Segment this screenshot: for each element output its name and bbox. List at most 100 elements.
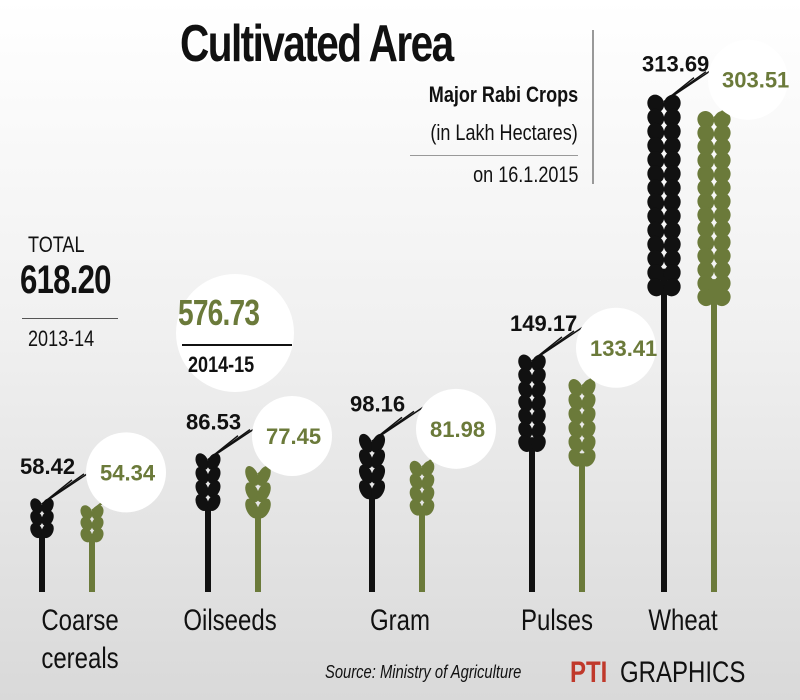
bar-wheat-2013-14 [647,65,719,592]
bar-grain [256,482,271,503]
bar-grain [663,250,681,269]
bar-grain [409,460,423,477]
bar-grain [518,435,533,452]
value-label-2013-14: 313.69 [642,52,709,77]
total-2013-14-value: 618.20 [20,258,112,302]
bar-grain [245,498,260,519]
bar-stem [39,530,45,592]
bar-grain [663,207,681,226]
bar-grain [358,433,373,453]
wheat-stalks-layer [30,65,769,592]
bar-grain [195,480,209,498]
category-label-coarse-cereals: Coarse cereals [32,602,128,678]
bar-gram-2013-14 [358,404,427,592]
value-label-2014-15: 81.98 [430,417,485,442]
bar-grain [245,482,260,503]
value-label-2013-14: 149.17 [510,311,577,336]
bar-stem [711,279,717,592]
bar-grain [697,124,715,143]
bar-grain [663,235,681,254]
bar-grain [409,473,423,490]
bar-grain [663,193,681,212]
bar-grain [80,505,93,520]
bar-grain [581,393,596,411]
bar-grain [697,274,715,293]
value-label-2014-15: 77.45 [266,424,321,449]
bar-grain [647,108,665,127]
bar-stem [419,506,425,592]
bar-grain [647,278,665,297]
bar-grain [663,108,681,127]
bar-stem [369,489,375,592]
graphics-logo: GRAPHICS [620,656,746,689]
value-label-2013-14: 86.53 [186,410,241,435]
category-line: Coarse [41,604,119,637]
value-label-2014-15: 303.51 [722,68,789,93]
category-label-wheat: Wheat [648,604,718,637]
year-2013-14-label: 2013-14 [28,326,95,351]
bar-grain [371,449,386,469]
bar-grain [245,466,260,486]
bar-stem [661,268,667,592]
category-label-gram: Gram [370,604,430,637]
bar-grain [713,124,731,143]
bar-grain [91,528,104,543]
bar-grain [697,261,715,279]
bar-grain [647,122,665,141]
unit-label: (in Lakh Hectares) [430,120,578,145]
bar-grain [256,466,271,486]
bar-grain [647,250,665,269]
bar-coarse-cereals-2013-14 [30,467,97,592]
bar-stem [89,534,95,592]
bar-grain [713,206,731,225]
source-note: Source: Ministry of Agriculture [325,662,522,682]
total-2014-15-circle [176,274,294,392]
bar-grain [697,179,715,197]
bar-grain [371,464,386,484]
bar-grain [697,110,715,129]
bar-grain [713,233,731,252]
bar-grain [409,499,423,516]
bar-grain [697,192,715,211]
bar-grain [647,193,665,212]
bar-grain [697,247,715,266]
bar-grain [647,235,665,254]
bar-grain [697,288,715,307]
bar-grain [30,522,43,539]
value-label-circle [86,432,166,513]
total-2014-15-value: 576.73 [178,292,260,333]
bar-grain [713,179,731,197]
bar-grain [713,220,731,238]
total-label: TOTAL [28,232,85,257]
date-label: on 16.1.2015 [472,162,578,187]
bar-grain [697,206,715,225]
bar-grain [207,480,221,498]
bar-grain [647,179,665,198]
value-label-circle [708,39,788,120]
total-divider [22,318,118,319]
bar-grain [697,138,715,156]
bar-grain [663,179,681,198]
bar-grain [195,453,209,471]
bar-grain [663,221,681,240]
bar-stem [255,510,261,592]
chart-subtitle: Major Rabi Crops [428,82,578,107]
bar-grain [518,408,533,426]
bar-grain [531,367,546,385]
bar-grain [713,288,731,307]
bar-grain [713,261,731,279]
bar-grain [697,220,715,238]
bar-wheat-2014-15 [697,81,769,592]
bar-grain [568,449,583,467]
bar-grain [195,494,209,511]
bar-grain [518,394,533,412]
bar-stem [205,501,211,592]
bar-stem [529,437,535,592]
bar-grain [421,473,435,490]
bar-grain [358,449,373,469]
bar-grain [663,151,681,170]
bar-grain [647,165,665,184]
bar-grain [531,421,546,439]
bar-awn [371,404,427,442]
